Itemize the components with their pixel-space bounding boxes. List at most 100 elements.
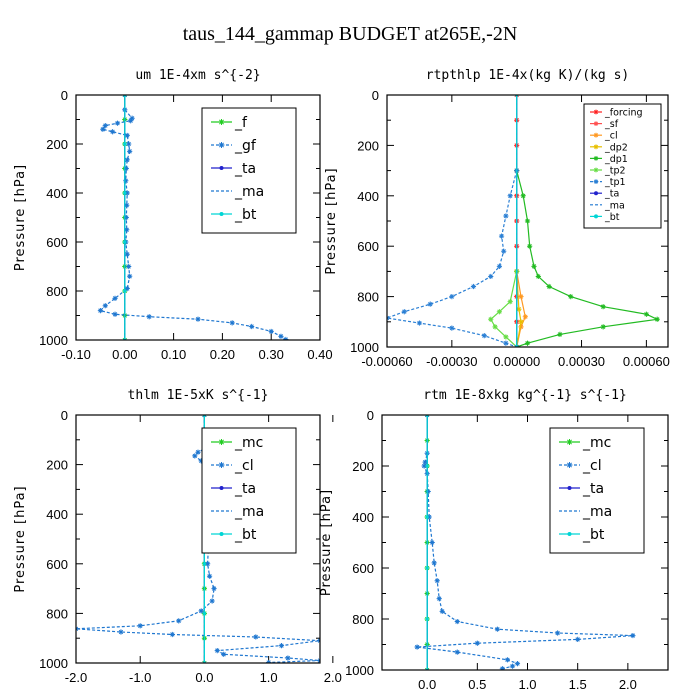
legend-marker-ta [567,486,572,490]
y-tick-label: 800 [46,606,68,621]
data-point-gf [112,311,118,317]
legend-marker-cl [218,462,225,468]
y-tick-label: 600 [357,239,379,254]
data-point-cl [421,463,427,469]
legend-marker-dp2 [593,144,599,150]
legend-label-ta: _ta [234,161,256,177]
x-tick-label: 2.0 [324,670,342,685]
x-tick-label: 1.0 [260,670,278,685]
data-point-tp1 [449,325,455,331]
x-tick-label: 0.00030 [558,354,605,369]
legend-marker-forcing [593,109,599,115]
data-point-dp1 [524,340,531,346]
data-point-tp1 [427,301,433,307]
y-tick-label: 600 [46,235,68,250]
data-point-gf [123,165,129,172]
legend-box [549,427,645,554]
data-point-cl [439,608,445,614]
legend-label-bt: _bt [604,212,620,223]
plot-frame [75,414,321,664]
legend-marker-cl [593,132,599,138]
plot-frame [381,414,669,671]
series-line-dp2 [516,271,522,347]
data-point-gf [124,157,130,163]
series-line-tp1 [387,170,518,347]
x-tick-label: 0.10 [161,347,186,362]
data-point-gf [129,115,135,121]
data-point-cl [253,634,259,640]
legend-marker-bt [219,532,224,536]
series-line-cl [417,415,633,670]
data-point-dp1 [557,331,563,337]
data-point-gf [128,118,134,124]
data-point-cl [278,643,285,649]
plot-frame [75,94,321,341]
data-point-gf [195,316,201,322]
data-point-dp1 [546,283,552,290]
x-tick-label: 1.5 [569,677,587,692]
data-point-gf [146,314,152,320]
panel-subtitle: rtm 1E-8xkg kg^{-1} s^{-1} [423,388,627,403]
data-point-tp1 [503,213,509,219]
data-point-bt [425,515,429,519]
data-point-bt [425,464,429,468]
data-point-cl [422,459,428,465]
x-tick-label: 0.30 [259,347,284,362]
y-tick-label: 600 [352,561,374,576]
series-group [97,95,289,340]
y-tick-label: 400 [352,510,374,525]
data-point-gf [124,132,130,139]
y-tick-label: 200 [352,459,374,474]
legend: _forcing_sf_cl_dp2_dp1_tp2_tp1_ta_ma_bt [583,103,662,229]
legend-label-ta: _ta [582,481,604,497]
legend-label-forcing: _forcing [604,108,643,119]
data-point-tp2 [507,299,513,305]
chart-panel-2: rtpthlp 1E-4x(kg K)/(kg s) Pressure [hPa]… [324,68,670,369]
y-axis-label: Pressure [hPa] [13,485,28,592]
data-point-tp2 [496,309,502,315]
y-tick-label: 1000 [350,340,379,355]
legend-label-cl: _cl [234,458,254,474]
data-point-cl [509,663,516,669]
y-tick-label: 400 [46,186,68,201]
y-tick-label: 800 [352,612,374,627]
data-point-cl [285,655,291,661]
data-point-tp1 [488,273,494,280]
y-axis-label: Pressure [hPa] [13,164,28,271]
data-point-tp1 [481,333,487,339]
data-point-cl [494,626,501,632]
data-point-gf [123,214,129,221]
x-tick-label: 0.0 [418,677,436,692]
legend-marker-dp1 [593,156,599,161]
data-point-cl [176,618,182,624]
series-group [414,415,636,670]
x-tick-label: 1.0 [518,677,536,692]
data-point-bt [123,142,127,146]
legend-label-bt: _bt [234,527,257,543]
data-point-dp1 [531,263,537,269]
legend-label-dp2: _dp2 [604,142,628,153]
data-point-dp2 [518,319,524,325]
panel-subtitle: thlm 1E-5xK s^{-1} [128,388,269,403]
data-point-tp2 [503,334,509,340]
chart-panel-1: um 1E-4xm s^{-2} Pressure [hPa] 0 200 400 600… [13,68,333,362]
data-point-cl [195,449,201,455]
y-tick-label: 400 [357,189,379,204]
legend-marker-sf [593,121,599,126]
legend-label-cl: _cl [604,131,618,142]
y-tick-label: 1000 [39,656,68,671]
legend-marker-cl [566,462,573,468]
data-point-cl [454,649,460,655]
data-point-dp1 [520,193,526,199]
legend-label-ma: _ma [234,504,264,520]
x-tick-label: -0.00060 [361,354,412,369]
data-point-dp1 [527,243,533,249]
data-point-dp1 [600,304,606,310]
data-point-tp1 [401,309,407,315]
x-tick-label: 0.0 [195,670,213,685]
x-tick-label: -1.0 [129,670,151,685]
data-point-cl [575,636,581,642]
x-tick-label: -0.10 [61,347,91,362]
x-tick-label: 0.00060 [623,354,670,369]
data-point-cl [198,608,204,614]
